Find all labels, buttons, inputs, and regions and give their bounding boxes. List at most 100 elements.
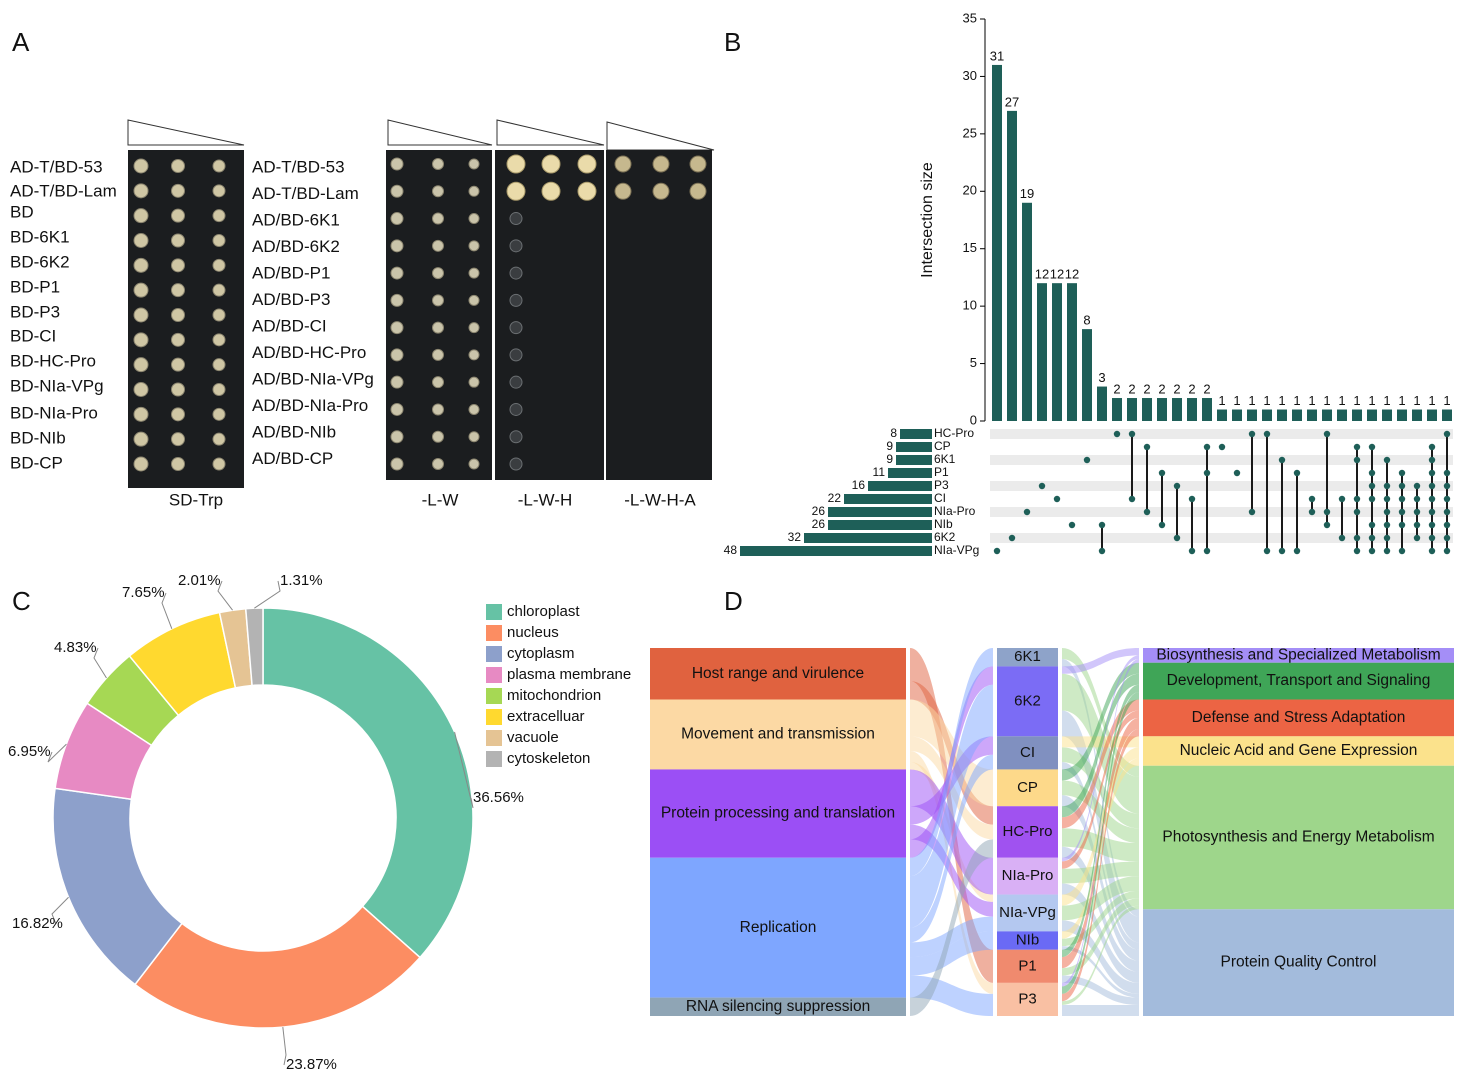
slice-label: 16.82% [12, 915, 63, 932]
matrix-dot [1413, 508, 1421, 516]
sankey-node [1143, 699, 1454, 737]
colony [390, 266, 404, 280]
matrix-dot [1428, 521, 1436, 529]
matrix-dot [1398, 482, 1406, 490]
bar [1097, 386, 1107, 421]
sankey-node [997, 857, 1058, 895]
colony [171, 208, 185, 223]
row-label: BD [10, 202, 34, 221]
leader-line [93, 647, 107, 679]
set-size-label: 16 [852, 478, 866, 492]
matrix-dot [1323, 508, 1331, 516]
set-size-bar [888, 468, 932, 478]
matrix-dot [1158, 521, 1166, 529]
slice-label: 4.83% [54, 639, 97, 656]
bar-value-label: 1 [1398, 393, 1405, 408]
row-label: AD/BD-NIa-Pro [252, 396, 368, 415]
colony [390, 348, 404, 362]
set-size-bar [900, 429, 932, 439]
colony [171, 308, 185, 322]
legend-swatch [486, 625, 502, 641]
matrix-dot [1413, 482, 1421, 490]
matrix-dot [1443, 495, 1451, 503]
dilution-triangle [606, 121, 715, 151]
colony [541, 181, 561, 201]
sankey-node [1143, 648, 1454, 663]
matrix-dot [1353, 547, 1361, 555]
colony [468, 403, 480, 415]
y-tick-label: 10 [963, 298, 977, 313]
matrix-dot [1203, 443, 1211, 451]
sankey-link [910, 824, 993, 917]
matrix-dot [1428, 495, 1436, 503]
colony [614, 155, 632, 173]
row-label: AD/BD-NIa-VPg [252, 369, 374, 388]
colony [133, 406, 149, 422]
sankey-node [997, 931, 1058, 950]
bar-value-label: 1 [1353, 393, 1360, 408]
row-label: AD-T/BD-Lam [252, 184, 359, 203]
set-size-label: 48 [724, 543, 738, 557]
matrix-dot [1293, 469, 1301, 477]
colony [432, 239, 444, 252]
matrix-dot [1428, 443, 1436, 451]
colony [171, 233, 185, 248]
colony [432, 267, 444, 280]
bar [1187, 398, 1197, 421]
sankey-node [997, 769, 1058, 807]
legend-label: nucleus [507, 624, 559, 641]
plate-label: -L-W-H-A [624, 490, 696, 509]
bar-value-label: 1 [1248, 393, 1255, 408]
leader-line [161, 592, 173, 629]
set-size-label: 8 [890, 426, 897, 440]
set-name: 6K2 [934, 530, 956, 544]
bar-value-label: 2 [1173, 381, 1180, 396]
sankey-node-label: Protein Quality Control [1221, 954, 1377, 971]
matrix-dot [1158, 469, 1166, 477]
slice-label: 2.01% [178, 572, 221, 589]
colony [133, 233, 149, 248]
matrix-dot [1188, 495, 1196, 503]
matrix-dot [1443, 534, 1451, 542]
colony [171, 357, 185, 372]
matrix-dot [1413, 495, 1421, 503]
colony [171, 183, 185, 198]
sankey-node-label: 6K1 [1014, 648, 1041, 665]
set-size-bar [804, 533, 932, 543]
bar [992, 64, 1002, 421]
matrix-dot [1218, 443, 1226, 451]
legend-label: cytoskeleton [507, 750, 590, 767]
sankey-node [997, 736, 1058, 770]
set-name: CI [934, 491, 946, 505]
matrix-dot [1383, 456, 1391, 464]
sankey-node-label: Protein processing and translation [661, 805, 895, 822]
donut-slice [244, 607, 264, 687]
colony [468, 185, 480, 197]
matrix-dot [1128, 430, 1136, 438]
row-label: BD-CP [10, 453, 63, 472]
colony [432, 458, 444, 470]
colony [652, 155, 670, 173]
sankey-link [1062, 692, 1139, 994]
row-label: AD/BD-CI [252, 316, 327, 335]
matrix-dot [1038, 482, 1046, 490]
sankey-node-label: CP [1017, 779, 1038, 796]
colony [390, 293, 404, 307]
sankey-node [650, 857, 906, 998]
bar-value-label: 1 [1218, 393, 1225, 408]
legend-swatch [486, 688, 502, 704]
matrix-dot [1308, 508, 1316, 516]
colony [614, 182, 632, 200]
bar [1052, 283, 1062, 421]
set-name: NIa-VPg [934, 543, 979, 557]
legend-swatch [486, 604, 502, 620]
matrix-dot [1353, 456, 1361, 464]
matrix-dot [1278, 547, 1286, 555]
colony [133, 431, 149, 447]
matrix-dot [1353, 495, 1361, 503]
sankey-link [910, 754, 993, 943]
matrix-dot [1428, 534, 1436, 542]
bar [1382, 409, 1392, 421]
matrix-dot [1398, 521, 1406, 529]
matrix-stripe [990, 429, 1453, 439]
